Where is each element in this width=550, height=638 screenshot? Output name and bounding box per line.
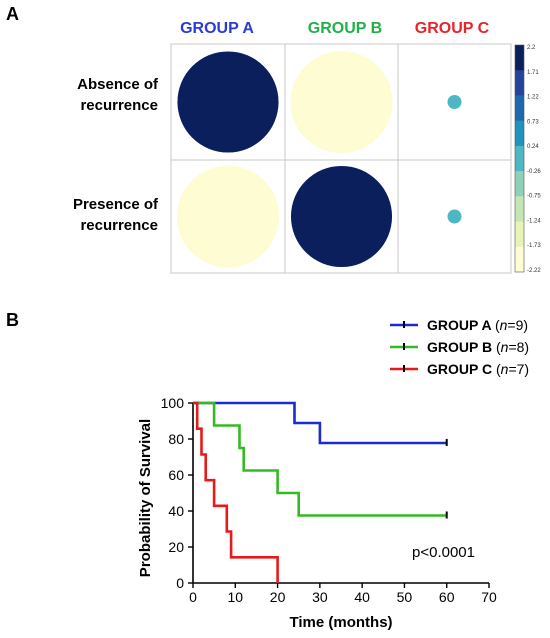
panel-a-letter: A bbox=[6, 4, 19, 24]
x-tick-label: 60 bbox=[439, 589, 455, 605]
colorbar-segment bbox=[515, 196, 524, 223]
survival-chart: 0 10 20 30 40 50 60 70 0 20 40 60 80 100 GROUP A (n=9… bbox=[137, 317, 529, 631]
colorbar-tick-label: 1.71 bbox=[527, 70, 539, 76]
colorbar-segment bbox=[515, 70, 524, 96]
colorbar-tick-label: 0.24 bbox=[527, 144, 539, 150]
heatmap-cell-circle bbox=[290, 165, 393, 268]
row-label-presence-line1: Presence of bbox=[73, 196, 159, 213]
heatmap-cell-circle bbox=[447, 95, 462, 109]
panel-b-letter: B bbox=[6, 310, 19, 330]
survival-curves bbox=[193, 401, 448, 583]
y-tick-label: 100 bbox=[161, 395, 185, 411]
colorbar-tick-label: 0.73 bbox=[527, 119, 539, 125]
colorbar-tick-label: -0.26 bbox=[527, 169, 541, 175]
x-tick-label: 70 bbox=[481, 589, 497, 605]
colorbar-segment bbox=[515, 145, 524, 172]
x-tick-label: 20 bbox=[270, 589, 286, 605]
colorbar-tick-label: 1.22 bbox=[527, 95, 539, 101]
x-tick-label: 40 bbox=[354, 589, 370, 605]
heatmap-cell-circle bbox=[177, 165, 279, 268]
chart-legend: GROUP A (n=9) GROUP B (n=8) GROUP C (n=7) bbox=[390, 317, 529, 377]
colorbar: 2.2 1.71 1.22 0.73 0.24 -0.26 -0.75 -1.24 -1.73 -… bbox=[514, 44, 541, 274]
legend-entry: GROUP C (n=7) bbox=[427, 361, 529, 377]
column-header-group-c: GROUP C bbox=[415, 20, 490, 37]
survival-curve-group-c bbox=[193, 401, 279, 583]
colorbar-tick-label: -1.73 bbox=[527, 243, 541, 249]
colorbar-border bbox=[514, 44, 525, 273]
survival-curve-group-b bbox=[193, 401, 447, 517]
colorbar-segment bbox=[515, 246, 524, 273]
x-axis-label: Time (months) bbox=[289, 614, 392, 631]
heatmap-cell-circle bbox=[177, 51, 279, 153]
y-axis-label: Probability of Survival bbox=[137, 419, 154, 577]
heatmap-cells bbox=[177, 51, 462, 268]
x-tick-label: 50 bbox=[397, 589, 413, 605]
x-tick-label: 30 bbox=[312, 589, 328, 605]
heatmap-cell-circle bbox=[447, 209, 462, 224]
heatmap-panel: GROUP A GROUP B GROUP C Absence of recur… bbox=[73, 20, 541, 274]
column-header-group-b: GROUP B bbox=[308, 20, 382, 37]
colorbar-tick-label: -2.22 bbox=[527, 268, 541, 274]
y-tick-label: 20 bbox=[168, 539, 184, 555]
chart-axes bbox=[188, 402, 490, 588]
row-label-absence-line1: Absence of bbox=[77, 76, 159, 93]
colorbar-tick-label: 2.2 bbox=[527, 45, 536, 51]
y-tick-label: 60 bbox=[168, 467, 184, 483]
colorbar-tick-label: -0.75 bbox=[527, 194, 541, 200]
x-tick-label: 10 bbox=[227, 589, 243, 605]
row-label-presence-line2: recurrence bbox=[80, 217, 158, 234]
p-value-annotation: p<0.0001 bbox=[412, 544, 475, 561]
colorbar-segment bbox=[515, 221, 524, 248]
colorbar-segment bbox=[515, 171, 524, 197]
legend-entry: GROUP A (n=9) bbox=[427, 317, 528, 333]
heatmap-grid bbox=[170, 43, 512, 274]
y-tick-label: 0 bbox=[176, 575, 184, 591]
heatmap-border bbox=[170, 43, 512, 274]
row-label-absence-line2: recurrence bbox=[80, 97, 158, 114]
y-tick-label: 80 bbox=[168, 431, 184, 447]
heatmap-cell-circle bbox=[290, 51, 393, 153]
tick-labels: 0 10 20 30 40 50 60 70 0 20 40 60 80 100 bbox=[161, 395, 497, 605]
colorbar-segment bbox=[515, 95, 524, 122]
survival-curve-group-a bbox=[193, 401, 447, 445]
colorbar-tick-label: -1.24 bbox=[527, 218, 541, 224]
y-tick-label: 40 bbox=[168, 503, 184, 519]
colorbar-segment bbox=[515, 120, 524, 147]
column-header-group-a: GROUP A bbox=[180, 20, 254, 37]
colorbar-segment bbox=[515, 45, 524, 71]
legend-entry: GROUP B (n=8) bbox=[427, 339, 529, 355]
x-tick-label: 0 bbox=[189, 589, 197, 605]
